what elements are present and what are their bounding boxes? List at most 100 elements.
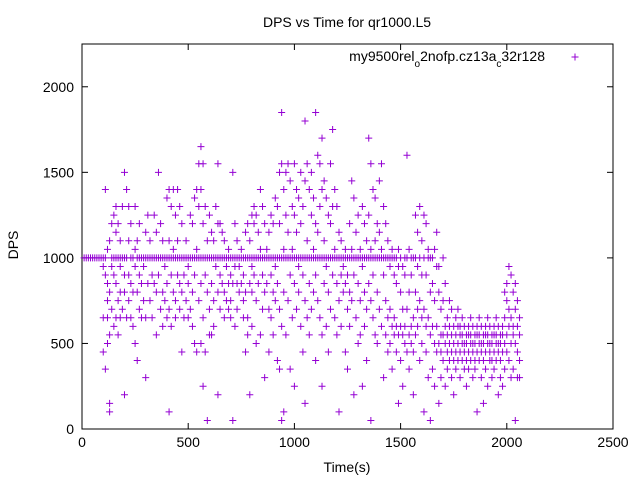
data-point [137,280,145,288]
data-point [363,305,371,313]
data-point [169,288,177,296]
data-point [106,288,114,296]
data-point [108,305,116,313]
data-point [246,391,254,399]
data-point [365,280,373,288]
data-point [329,126,337,134]
x-tick-label: 0 [78,434,86,450]
data-point [214,288,222,296]
y-tick-label: 2000 [43,79,74,95]
data-point [152,288,160,296]
data-point [154,271,162,279]
legend-label: my9500relo2nofp.cz13ac32r128 [349,48,545,70]
data-point [273,280,281,288]
data-point [346,220,354,228]
data-point [501,339,509,347]
data-point [278,322,286,330]
data-point [320,280,328,288]
data-point [411,288,419,296]
data-point [513,322,521,330]
data-point [437,374,445,382]
data-point [473,408,481,416]
data-point [437,348,445,356]
data-point [120,168,128,176]
data-point [305,331,313,339]
data-point [377,160,385,168]
x-tick-label: 1000 [279,434,310,450]
data-point [135,305,143,313]
data-point [301,297,309,305]
data-point [195,297,203,305]
data-point [114,331,122,339]
data-point [431,382,439,390]
data-point [265,305,273,313]
data-point [499,322,507,330]
data-point [205,211,213,219]
data-point [114,297,122,305]
data-point [210,237,218,245]
data-point [165,305,173,313]
data-point [184,280,192,288]
data-point [337,237,345,245]
data-point [267,211,275,219]
data-point [197,143,205,151]
data-point [103,245,111,253]
data-point [339,288,347,296]
data-point [501,314,509,322]
data-point [233,237,241,245]
data-point [235,288,243,296]
data-point [303,237,311,245]
data-point [288,314,296,322]
data-point [503,331,511,339]
data-point [282,168,290,176]
data-point [505,262,513,270]
data-point [188,322,196,330]
data-point [409,314,417,322]
data-point [501,288,509,296]
data-point [335,297,343,305]
data-point [239,271,247,279]
data-point [125,237,133,245]
data-point [422,220,430,228]
data-point [182,297,190,305]
data-point [316,203,324,211]
data-point [299,348,307,356]
data-point [159,237,167,245]
data-point [178,220,186,228]
data-point [201,203,209,211]
data-point [299,271,307,279]
data-point [237,280,245,288]
data-point [250,220,258,228]
data-point [479,357,487,365]
data-point [420,408,428,416]
data-point [256,245,264,253]
data-point [184,314,192,322]
data-point [225,305,233,313]
data-point [276,365,284,373]
data-point [191,339,199,347]
data-point [176,203,184,211]
data-point [314,151,322,159]
data-point [284,228,292,236]
data-point [176,305,184,313]
data-point [373,220,381,228]
chart-title: DPS vs Time for qr1000.L5 [263,14,431,30]
data-point [509,331,517,339]
data-point [180,271,188,279]
data-point [273,357,281,365]
data-point [188,288,196,296]
data-point [103,297,111,305]
data-point [278,160,286,168]
data-point [131,339,139,347]
data-point [135,271,143,279]
data-point [428,280,436,288]
data-point [208,331,216,339]
data-point [314,228,322,236]
data-point [318,185,326,193]
data-point [416,297,424,305]
data-point [256,185,264,193]
data-point [371,331,379,339]
data-point [327,305,335,313]
data-point [229,416,237,424]
data-point [348,177,356,185]
